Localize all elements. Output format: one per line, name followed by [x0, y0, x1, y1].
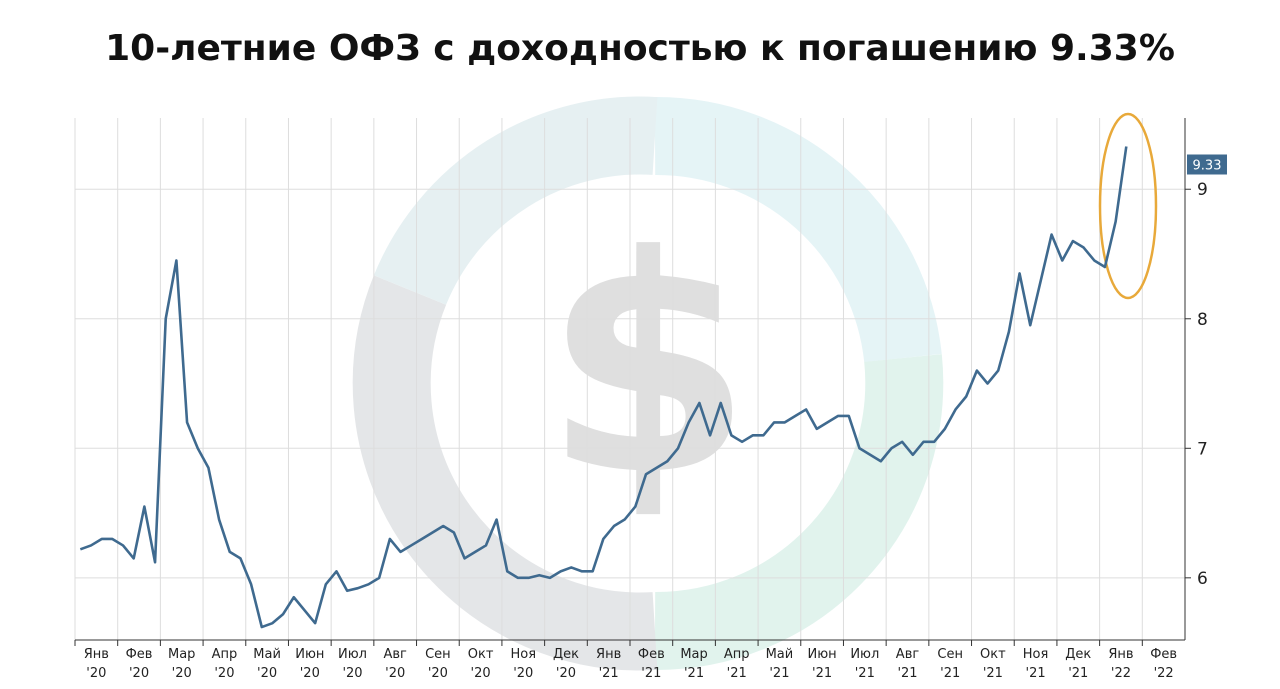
line: [79, 146, 1128, 629]
svg-text:$: $: [544, 192, 753, 541]
chart-title: 10-летние ОФЗ с доходностью к погашению …: [105, 28, 1175, 69]
x-tick-label: Фев: [1150, 647, 1177, 662]
x-tick-label: Апр: [724, 647, 750, 662]
badge-bg: [1187, 154, 1227, 175]
x-tick-year: '22: [1111, 666, 1131, 681]
y-tick-label: 7: [1197, 439, 1208, 459]
x-tick-label: Янв: [84, 647, 109, 662]
x-tick-year: '21: [599, 666, 619, 681]
x-tick-year: '20: [86, 666, 106, 681]
last-value-badge: 9.33: [1187, 154, 1227, 175]
x-tick-year: '20: [300, 666, 320, 681]
x-tick-label: Авг: [383, 647, 407, 662]
x-tick-label: Июл: [338, 647, 367, 662]
x-tick-label: Ноя: [1023, 647, 1049, 662]
highlight-ellipse: [1098, 112, 1158, 300]
x-tick-year: '22: [1154, 666, 1174, 681]
x-tick-year: '21: [684, 666, 704, 681]
x-tick-year: '21: [855, 666, 875, 681]
x-tick-label: Май: [253, 647, 281, 662]
x-tick-label: Мар: [680, 647, 707, 662]
x-tick-label: Янв: [596, 647, 621, 662]
x-tick-year: '20: [214, 666, 234, 681]
x-tick-label: Окт: [468, 647, 494, 662]
x-tick-year: '20: [342, 666, 362, 681]
x-tick-label: Дек: [1065, 647, 1091, 662]
x-tick-year: '21: [641, 666, 661, 681]
x-tick-label: Апр: [212, 647, 238, 662]
x-tick-label: Янв: [1108, 647, 1133, 662]
x-tick-label: Ноя: [510, 647, 536, 662]
x-tick-year: '20: [129, 666, 149, 681]
x-tick-year: '21: [940, 666, 960, 681]
y-tick-label: 6: [1197, 569, 1208, 589]
x-tick-label: Июн: [808, 647, 837, 662]
x-tick-label: Май: [766, 647, 794, 662]
x-tick-year: '20: [257, 666, 277, 681]
x-tick-year: '20: [513, 666, 533, 681]
x-tick-label: Июн: [295, 647, 324, 662]
x-tick-year: '21: [727, 666, 747, 681]
x-tick-year: '21: [812, 666, 832, 681]
x-tick-year: '20: [428, 666, 448, 681]
x-tick-label: Окт: [980, 647, 1006, 662]
x-tick-label: Сен: [425, 647, 451, 662]
x-tick-label: Сен: [937, 647, 963, 662]
y-tick-label: 9: [1197, 180, 1208, 200]
last-value-label: 9.33: [1193, 158, 1222, 173]
x-tick-year: '20: [172, 666, 192, 681]
x-tick-label: Фев: [126, 647, 153, 662]
x-tick-year: '20: [385, 666, 405, 681]
x-tick-year: '21: [1026, 666, 1046, 681]
y-tick-label: 8: [1197, 310, 1208, 330]
x-tick-year: '21: [769, 666, 789, 681]
x-tick-label: Дек: [553, 647, 579, 662]
x-tick-year: '21: [897, 666, 917, 681]
x-tick-year: '21: [983, 666, 1003, 681]
x-tick-year: '21: [1068, 666, 1088, 681]
x-tick-label: Июл: [850, 647, 879, 662]
x-tick-year: '20: [556, 666, 576, 681]
x-tick-label: Авг: [896, 647, 920, 662]
x-tick-year: '20: [471, 666, 491, 681]
x-tick-label: Мар: [168, 647, 195, 662]
x-tick-label: Фев: [638, 647, 665, 662]
